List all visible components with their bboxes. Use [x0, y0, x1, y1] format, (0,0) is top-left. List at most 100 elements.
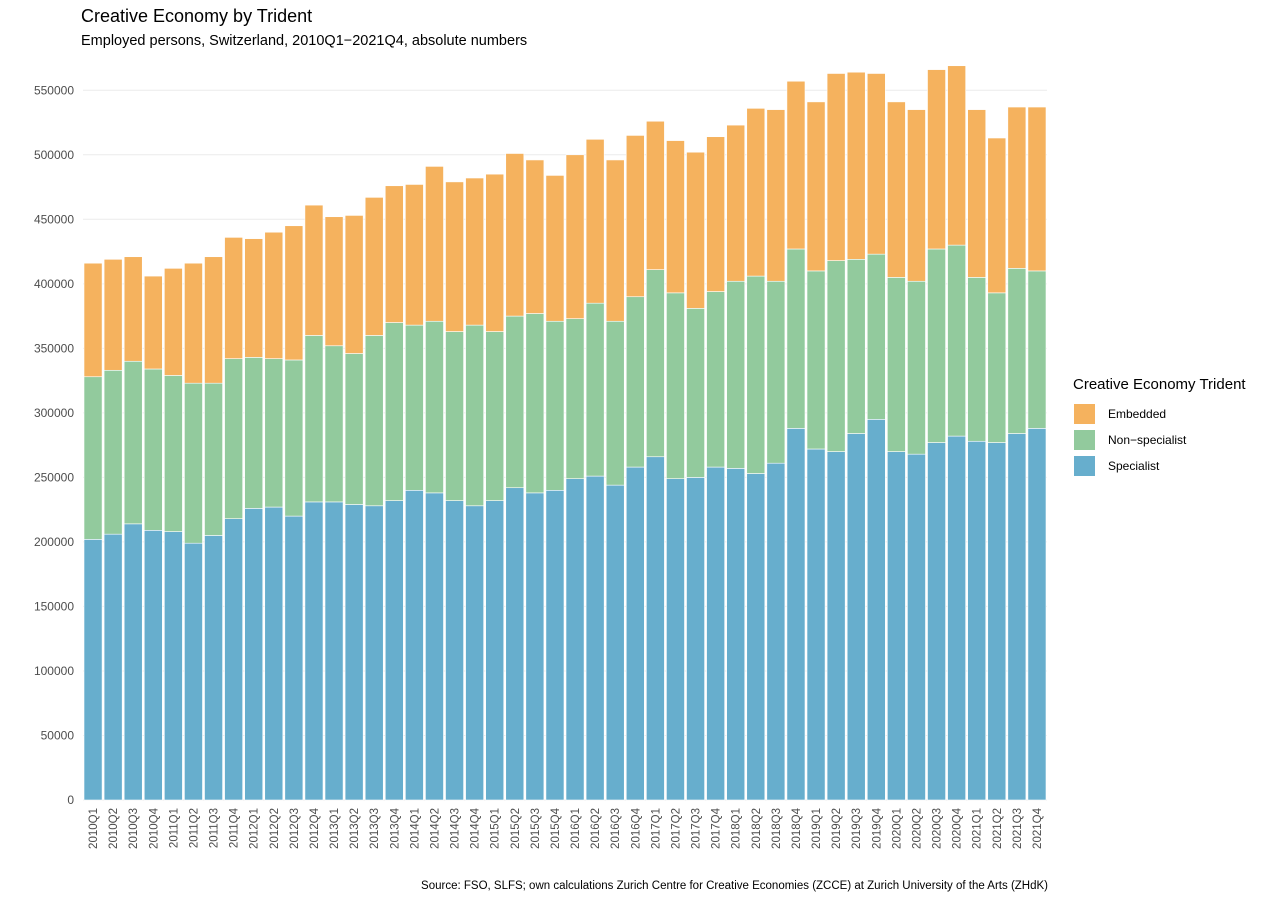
legend-item-embedded: Embedded — [1073, 401, 1246, 427]
x-tick-label: 2020Q2 — [911, 808, 923, 849]
x-tick-label: 2016Q3 — [610, 808, 622, 849]
bar-specialist — [324, 501, 344, 801]
x-tick-label: 2013Q1 — [329, 808, 341, 849]
bar-non-specialist — [907, 280, 926, 455]
bar-non-specialist — [505, 315, 525, 489]
bar-embedded — [666, 140, 685, 294]
bar-embedded — [947, 65, 966, 246]
bar-specialist — [686, 477, 705, 801]
bar-specialist — [646, 456, 665, 801]
x-tick-label: 2019Q1 — [811, 808, 823, 849]
bar-embedded — [304, 204, 324, 336]
bar-specialist — [525, 492, 545, 801]
bar-specialist — [83, 539, 103, 801]
x-tick-label: 2014Q1 — [409, 808, 421, 849]
y-tick-label: 200000 — [34, 535, 74, 549]
bar-non-specialist — [666, 292, 685, 479]
bar-embedded — [364, 197, 384, 336]
x-tick-label: 2017Q4 — [711, 807, 723, 849]
bar-non-specialist — [324, 345, 344, 503]
legend-swatch-embedded — [1073, 403, 1096, 425]
bar-specialist — [786, 428, 806, 801]
bar-embedded — [485, 173, 505, 332]
bar-non-specialist — [927, 248, 946, 443]
bar-specialist — [304, 501, 324, 801]
bar-non-specialist — [625, 296, 645, 468]
bar-non-specialist — [364, 335, 384, 507]
bar-embedded — [927, 69, 946, 250]
bar-embedded — [846, 71, 866, 260]
bar-embedded — [505, 153, 525, 317]
bar-non-specialist — [846, 259, 866, 434]
bar-specialist — [364, 505, 384, 801]
bar-embedded — [625, 135, 645, 298]
bar-embedded — [1027, 106, 1047, 272]
x-tick-label: 2020Q3 — [932, 808, 944, 849]
bar-specialist — [244, 508, 264, 801]
bar-non-specialist — [806, 270, 826, 450]
x-tick-label: 2011Q2 — [188, 808, 200, 848]
x-tick-label: 2013Q2 — [349, 808, 361, 849]
bar-non-specialist — [1007, 268, 1027, 434]
bar-embedded — [384, 185, 404, 323]
source-note: Source: FSO, SLFS; own calculations Zuri… — [421, 880, 1048, 892]
x-tick-label: 2017Q1 — [650, 808, 662, 849]
bar-embedded — [786, 80, 806, 250]
x-tick-label: 2021Q3 — [1012, 808, 1024, 849]
bar-embedded — [806, 101, 826, 272]
bar-specialist — [224, 518, 243, 801]
x-tick-label: 2012Q4 — [309, 807, 321, 849]
x-tick-label: 2012Q2 — [269, 808, 281, 849]
chart-subtitle: Employed persons, Switzerland, 2010Q1−20… — [81, 33, 528, 49]
bar-embedded — [726, 124, 746, 282]
bar-embedded — [1007, 106, 1027, 269]
bar-specialist — [204, 535, 223, 801]
bar-non-specialist — [826, 260, 846, 452]
bar-embedded — [887, 101, 906, 278]
y-tick-label: 350000 — [34, 341, 74, 355]
bar-specialist — [746, 473, 766, 801]
x-tick-label: 2011Q3 — [209, 808, 221, 848]
y-tick-label: 100000 — [34, 664, 74, 678]
bar-non-specialist — [103, 369, 123, 535]
bar-specialist — [927, 442, 946, 801]
x-tick-label: 2011Q1 — [168, 808, 180, 848]
bar-embedded — [184, 262, 203, 384]
bar-non-specialist — [164, 375, 183, 532]
x-tick-label: 2016Q2 — [590, 808, 602, 849]
bar-specialist — [846, 433, 866, 801]
bar-specialist — [384, 500, 404, 801]
bar-specialist — [123, 523, 143, 801]
bar-non-specialist — [264, 358, 284, 508]
bar-embedded — [907, 109, 926, 282]
stacked-bar-chart: 0 50000 100000 150000 200000 250000 300000 3500… — [34, 65, 1047, 849]
bar-embedded — [344, 215, 364, 354]
bar-embedded — [826, 73, 846, 261]
bar-embedded — [244, 238, 264, 358]
x-tick-label: 2010Q3 — [128, 808, 140, 849]
bar-embedded — [445, 181, 464, 332]
bar-specialist — [726, 468, 746, 801]
bar-specialist — [585, 475, 605, 801]
x-tick-label: 2010Q2 — [108, 808, 120, 849]
bar-specialist — [605, 484, 625, 801]
bar-non-specialist — [284, 359, 304, 517]
bar-embedded — [143, 275, 163, 370]
bar-specialist — [887, 451, 906, 801]
bar-non-specialist — [244, 357, 264, 509]
bar-specialist — [766, 462, 786, 801]
bar-specialist — [344, 504, 364, 801]
bar-non-specialist — [866, 253, 886, 420]
bar-specialist — [405, 489, 424, 801]
bar-embedded — [324, 216, 344, 347]
x-tick-label: 2011Q4 — [229, 807, 241, 848]
legend-item-specialist: Specialist — [1073, 453, 1246, 479]
x-tick-label: 2021Q2 — [992, 808, 1004, 849]
bar-non-specialist — [425, 320, 444, 494]
bar-non-specialist — [706, 291, 725, 468]
bar-non-specialist — [545, 320, 565, 491]
bar-specialist — [143, 529, 163, 801]
bar-embedded — [565, 154, 585, 319]
y-tick-label: 150000 — [34, 599, 74, 613]
x-tick-label: 2019Q4 — [871, 807, 883, 849]
